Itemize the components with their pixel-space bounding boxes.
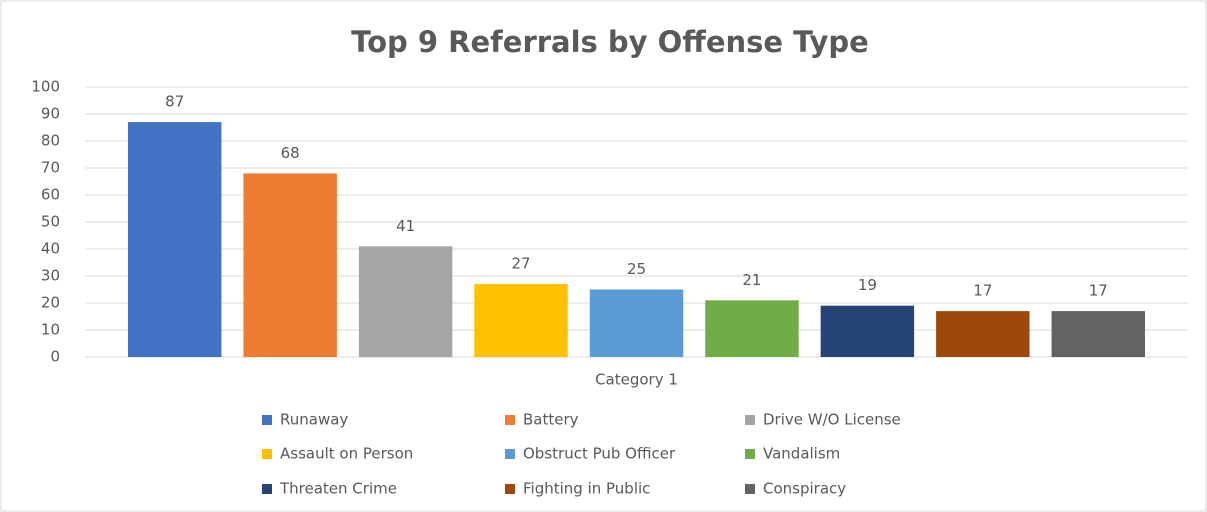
legend-label: Battery — [523, 411, 579, 429]
bar — [358, 246, 453, 357]
legend-swatch — [505, 449, 515, 459]
data-label: 41 — [396, 217, 415, 235]
y-tick-label: 100 — [31, 78, 60, 96]
bar — [589, 289, 684, 357]
y-tick-label: 40 — [41, 240, 60, 258]
bar — [936, 311, 1030, 357]
y-tick-label: 20 — [41, 294, 60, 312]
y-tick-label: 90 — [41, 105, 60, 123]
bar — [705, 300, 799, 357]
legend-label: Threaten Crime — [279, 480, 397, 498]
data-label: 25 — [627, 260, 646, 278]
bar — [1051, 311, 1145, 357]
legend-swatch — [745, 484, 755, 494]
bar — [474, 284, 568, 357]
legend-label: Obstruct Pub Officer — [523, 445, 676, 463]
bar — [243, 173, 337, 357]
data-label: 17 — [1089, 282, 1108, 300]
data-label: 17 — [973, 282, 992, 300]
legend-swatch — [745, 449, 755, 459]
legend-swatch — [745, 415, 755, 425]
legend-label: Drive W/O License — [763, 411, 901, 429]
y-tick-label: 10 — [41, 321, 60, 339]
legend-swatch — [505, 415, 515, 425]
data-label: 87 — [165, 93, 184, 111]
x-tick-label: Category 1 — [595, 371, 678, 389]
data-label: 68 — [281, 144, 300, 162]
y-tick-label: 60 — [41, 186, 60, 204]
legend-label: Vandalism — [763, 445, 840, 463]
legend-label: Runaway — [280, 411, 348, 429]
y-tick-label: 70 — [41, 159, 60, 177]
legend-label: Fighting in Public — [523, 480, 650, 498]
data-label: 27 — [512, 255, 531, 273]
legend-swatch — [262, 449, 272, 459]
data-label: 21 — [742, 271, 761, 289]
legend-swatch — [262, 415, 272, 425]
bar — [820, 305, 915, 357]
data-label: 19 — [858, 276, 877, 294]
y-tick-label: 30 — [41, 267, 60, 285]
legend-swatch — [262, 484, 272, 494]
legend-label: Assault on Person — [280, 445, 413, 463]
y-tick-label: 80 — [41, 132, 60, 150]
legend-swatch — [505, 484, 515, 494]
legend-label: Conspiracy — [763, 480, 846, 498]
chart-title: Top 9 Referrals by Offense Type — [351, 25, 869, 59]
y-tick-label: 50 — [41, 213, 60, 231]
bar — [128, 122, 222, 357]
y-tick-label: 0 — [50, 348, 60, 366]
